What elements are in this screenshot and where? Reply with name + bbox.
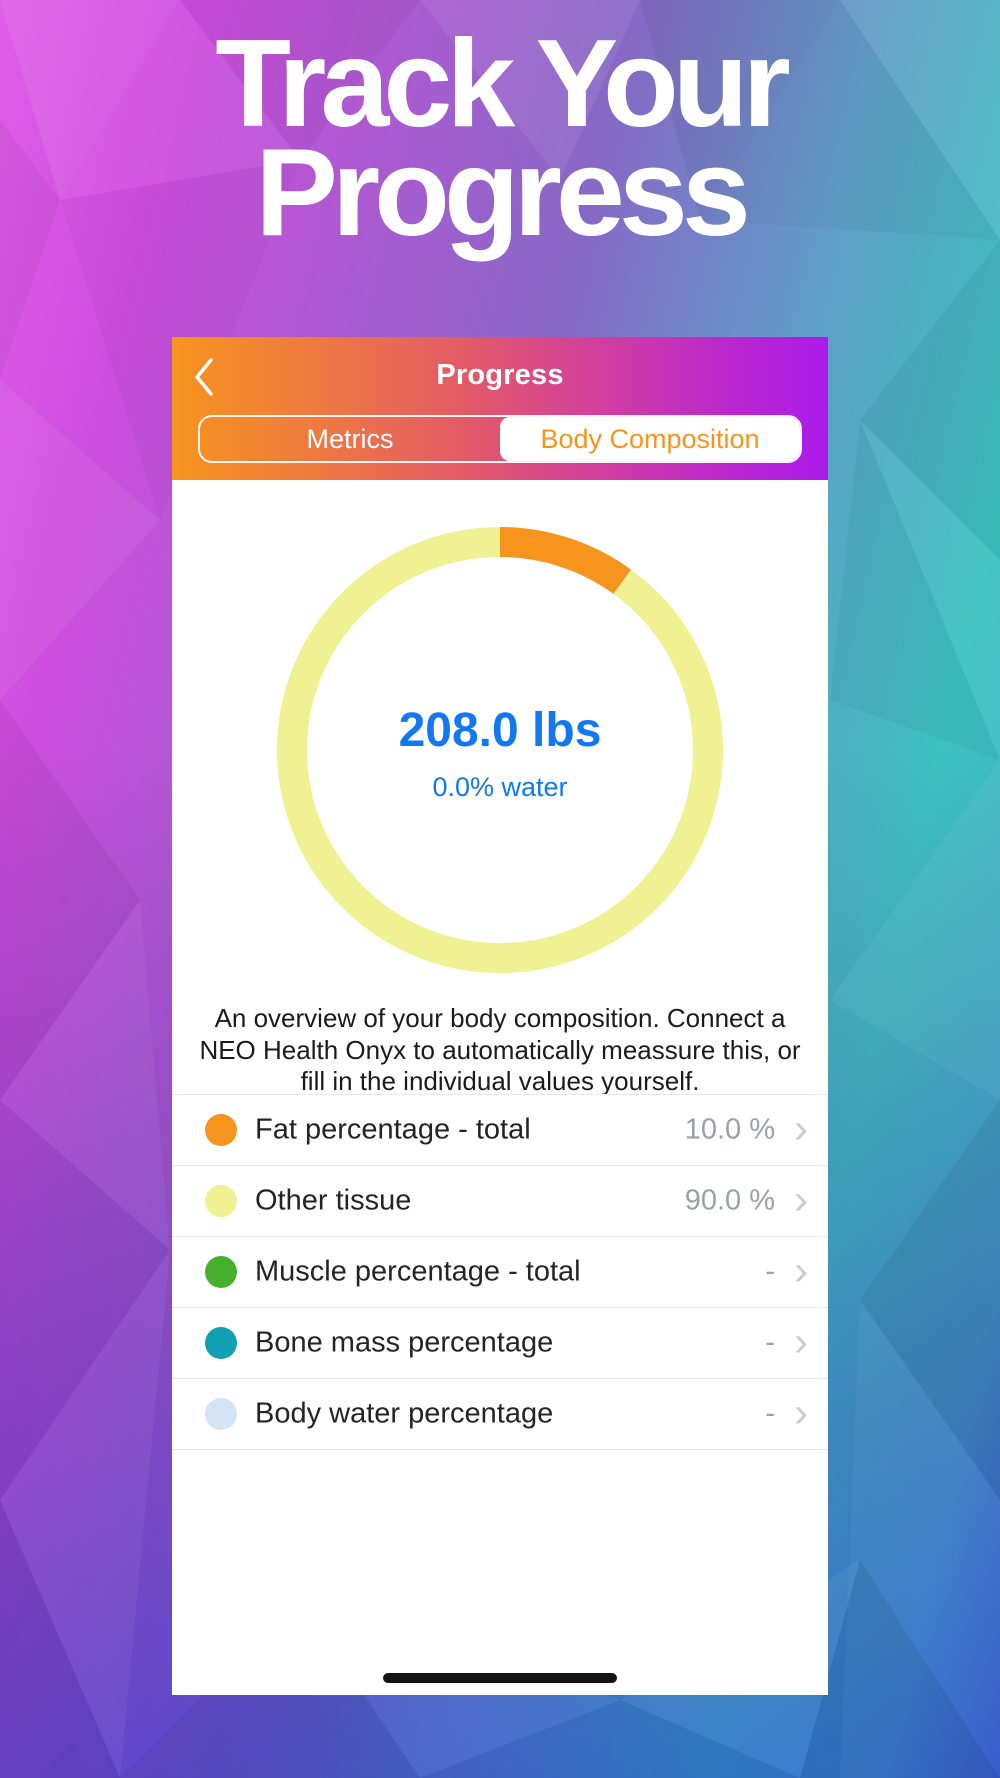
chevron-right-icon: › bbox=[794, 1246, 808, 1294]
home-indicator[interactable] bbox=[383, 1673, 617, 1683]
metric-value: - bbox=[765, 1326, 775, 1359]
metric-label: Body water percentage bbox=[255, 1397, 554, 1430]
list-item[interactable]: Bone mass percentage - › bbox=[172, 1308, 828, 1379]
weight-value: 208.0 lbs bbox=[398, 704, 602, 757]
tab-body-composition[interactable]: Body Composition bbox=[500, 417, 800, 461]
metric-label: Bone mass percentage bbox=[255, 1326, 554, 1359]
list-item[interactable]: Other tissue 90.0 % › bbox=[172, 1166, 828, 1237]
app-screenshot-card: Progress Metrics Body Composition 208.0 … bbox=[172, 337, 828, 1695]
list-item[interactable]: Fat percentage - total 10.0 % › bbox=[172, 1095, 828, 1166]
metric-color-dot bbox=[205, 1185, 237, 1217]
donut-svg bbox=[277, 527, 723, 973]
composition-list: Fat percentage - total 10.0 % › Other ti… bbox=[172, 1094, 828, 1450]
chevron-right-icon: › bbox=[794, 1388, 808, 1436]
metric-value: 90.0 % bbox=[684, 1184, 775, 1217]
list-item[interactable]: Body water percentage - › bbox=[172, 1379, 828, 1450]
page-title-line2: Progress bbox=[255, 124, 751, 263]
chevron-left-icon bbox=[195, 358, 213, 396]
chevron-right-icon: › bbox=[794, 1317, 808, 1365]
segmented-control: Metrics Body Composition bbox=[198, 415, 802, 463]
water-percentage: 0.0% water bbox=[432, 772, 568, 802]
page-title-line1: Track Your bbox=[215, 15, 791, 153]
metric-label: Fat percentage - total bbox=[255, 1113, 531, 1146]
page-title: Track Your Progress bbox=[0, 15, 1000, 263]
donut-center-labels: 208.0 lbs 0.0% water bbox=[277, 527, 723, 973]
metric-value: 10.0 % bbox=[684, 1113, 775, 1146]
metric-label: Other tissue bbox=[255, 1184, 412, 1217]
metric-value: - bbox=[765, 1255, 775, 1288]
chevron-right-icon: › bbox=[794, 1104, 808, 1152]
metric-label: Muscle percentage - total bbox=[255, 1255, 581, 1288]
nav-title: Progress bbox=[436, 359, 564, 391]
metric-color-dot bbox=[205, 1398, 237, 1430]
chevron-right-icon: › bbox=[794, 1175, 808, 1223]
metric-value: - bbox=[765, 1397, 775, 1430]
metric-color-dot bbox=[205, 1256, 237, 1288]
tab-metrics[interactable]: Metrics bbox=[200, 417, 500, 461]
list-item[interactable]: Muscle percentage - total - › bbox=[172, 1237, 828, 1308]
metric-color-dot bbox=[205, 1114, 237, 1146]
donut-segment bbox=[277, 527, 723, 973]
metric-color-dot bbox=[205, 1327, 237, 1359]
app-nav-header: Progress Metrics Body Composition bbox=[172, 337, 828, 480]
body-composition-donut-chart: 208.0 lbs 0.0% water bbox=[277, 527, 723, 973]
composition-description: An overview of your body composition. Co… bbox=[199, 1003, 801, 1097]
back-button[interactable] bbox=[182, 351, 226, 403]
